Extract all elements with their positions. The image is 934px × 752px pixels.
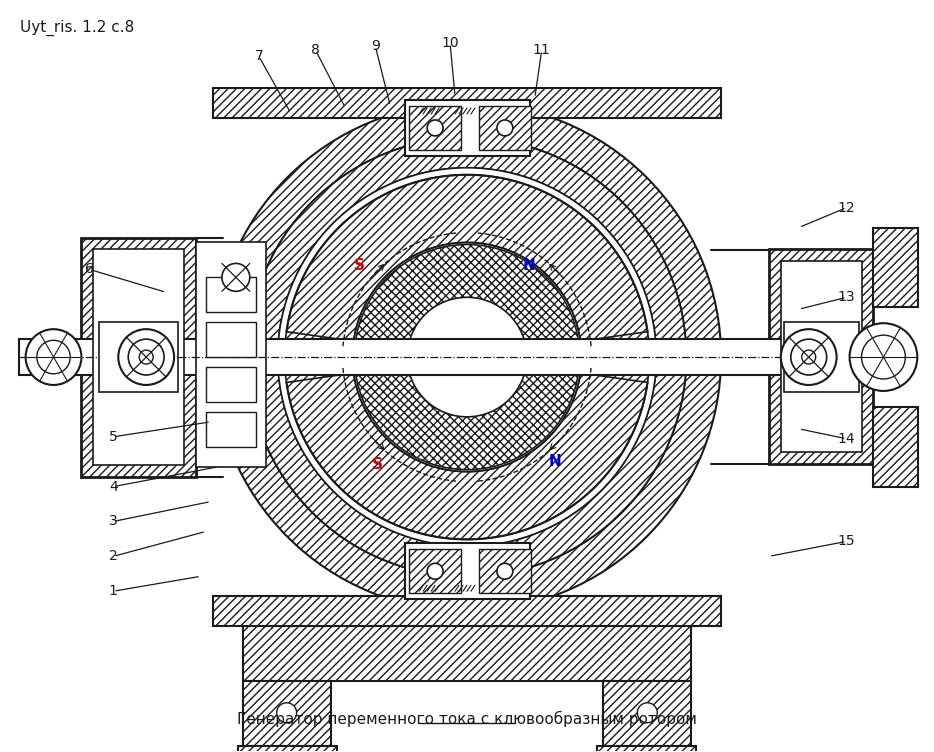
Bar <box>93 250 184 465</box>
Bar <box>206 277 256 312</box>
Bar <box>196 242 266 467</box>
Circle shape <box>637 703 658 723</box>
Bar <box>19 339 905 375</box>
Bar <box>243 626 691 681</box>
Circle shape <box>781 329 837 385</box>
Circle shape <box>119 329 174 385</box>
Text: 15: 15 <box>838 535 856 548</box>
Circle shape <box>248 138 686 576</box>
Bar <box>873 228 918 308</box>
Text: Uyt_ris. 1.2 c.8: Uyt_ris. 1.2 c.8 <box>20 20 134 35</box>
Bar <box>243 681 331 746</box>
Circle shape <box>427 563 443 579</box>
Text: 1: 1 <box>109 584 118 598</box>
Circle shape <box>36 341 70 374</box>
Text: 11: 11 <box>533 43 551 57</box>
Bar <box>213 596 721 626</box>
Circle shape <box>222 263 249 291</box>
Text: 8: 8 <box>311 43 320 57</box>
Text: 14: 14 <box>838 432 856 446</box>
Circle shape <box>277 168 657 547</box>
Circle shape <box>139 350 153 364</box>
Bar <box>597 746 696 752</box>
Wedge shape <box>286 367 648 539</box>
Text: 3: 3 <box>109 514 118 529</box>
Circle shape <box>497 120 513 136</box>
Text: S: S <box>372 457 383 472</box>
Bar <box>99 322 178 392</box>
Circle shape <box>25 329 81 385</box>
Bar <box>405 100 530 156</box>
Text: 7: 7 <box>254 49 263 63</box>
Bar <box>409 106 461 150</box>
Bar <box>784 322 858 392</box>
Wedge shape <box>248 138 686 576</box>
Wedge shape <box>286 174 648 347</box>
Circle shape <box>354 244 580 470</box>
Text: 4: 4 <box>109 480 118 493</box>
Bar <box>238 746 337 752</box>
Bar <box>213 88 721 118</box>
Bar <box>769 250 873 464</box>
Text: S: S <box>354 258 365 273</box>
Text: 2: 2 <box>109 549 118 563</box>
Bar <box>479 550 531 593</box>
Wedge shape <box>213 103 721 611</box>
Circle shape <box>850 323 917 391</box>
Bar <box>206 322 256 357</box>
Circle shape <box>497 563 513 579</box>
Bar <box>206 367 256 402</box>
Text: 6: 6 <box>85 262 93 277</box>
Bar <box>603 681 691 746</box>
Text: Генератор переменного тока с клювообразным ротором: Генератор переменного тока с клювообразн… <box>237 711 697 726</box>
Text: 9: 9 <box>371 39 380 53</box>
Bar <box>479 106 531 150</box>
Bar <box>206 412 256 447</box>
Text: 13: 13 <box>838 290 856 305</box>
Circle shape <box>801 350 815 364</box>
Text: N: N <box>522 258 535 273</box>
Text: 5: 5 <box>109 430 118 444</box>
Circle shape <box>791 339 827 375</box>
Circle shape <box>407 297 527 417</box>
Bar <box>81 238 196 477</box>
Text: N: N <box>548 454 561 469</box>
Text: 10: 10 <box>441 36 459 50</box>
Text: 12: 12 <box>838 201 856 214</box>
Bar <box>405 544 530 599</box>
Circle shape <box>128 339 164 375</box>
Bar <box>781 262 861 452</box>
Circle shape <box>861 335 905 379</box>
Circle shape <box>427 120 443 136</box>
Bar <box>409 550 461 593</box>
Bar <box>873 407 918 487</box>
Circle shape <box>276 703 297 723</box>
